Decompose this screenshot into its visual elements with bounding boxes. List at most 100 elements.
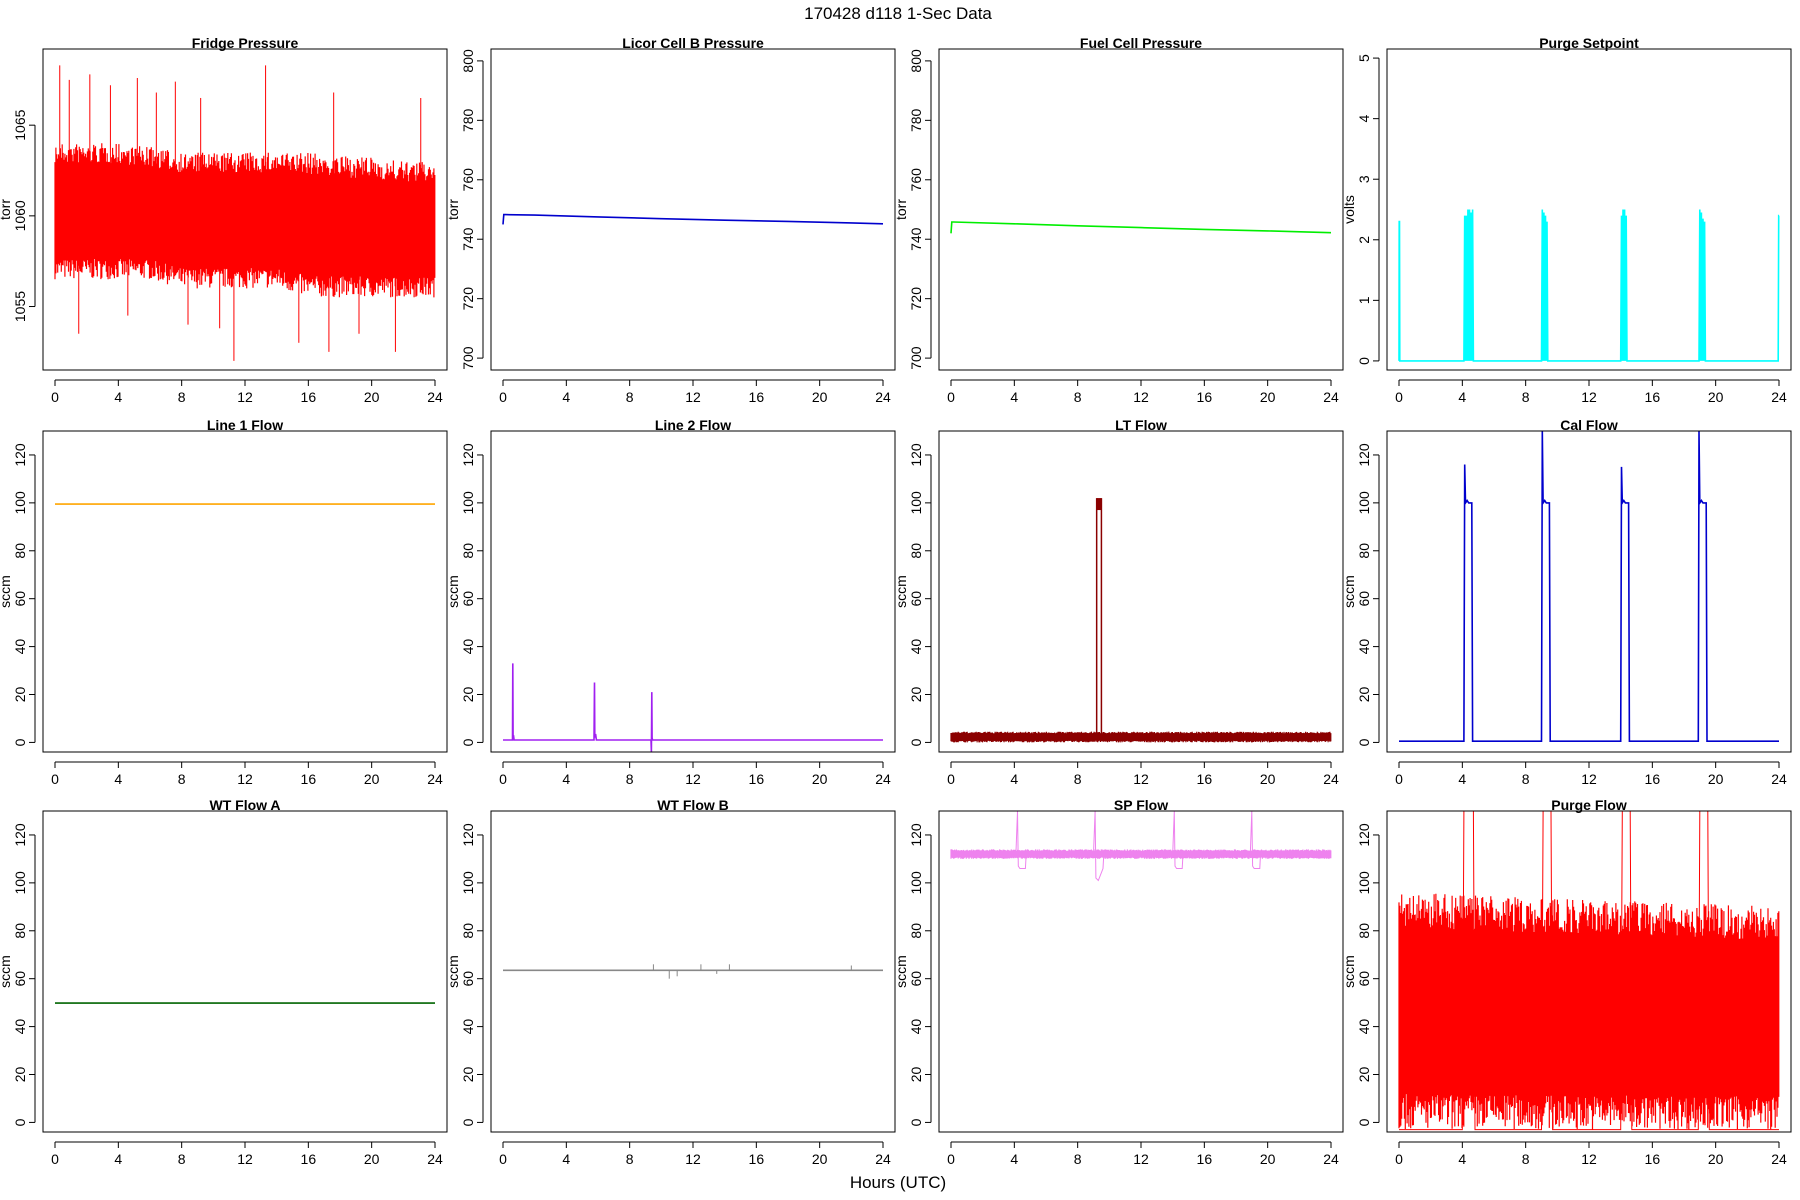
y-axis-label: sccm bbox=[893, 955, 909, 988]
panel-frame bbox=[938, 810, 1344, 1133]
panel-title: Cal Flow bbox=[1560, 417, 1618, 433]
series-line bbox=[950, 221, 1332, 234]
plot-area bbox=[1398, 209, 1780, 362]
y-tick-label: 100 bbox=[460, 491, 476, 515]
y-tick-label: 0 bbox=[460, 738, 476, 746]
y-tick-label: 2 bbox=[1356, 236, 1372, 244]
y-axis-label: sccm bbox=[0, 955, 13, 988]
y-tick-label: 0 bbox=[12, 1118, 28, 1126]
x-tick-label: 0 bbox=[947, 389, 955, 405]
x-tick-label: 8 bbox=[626, 389, 634, 405]
panel-frame bbox=[490, 810, 896, 1133]
panel-frame bbox=[1386, 48, 1792, 371]
y-tick-label: 120 bbox=[908, 823, 924, 847]
x-tick-label: 8 bbox=[1522, 771, 1530, 787]
x-tick-label: 4 bbox=[1458, 771, 1466, 787]
x-tick-label: 8 bbox=[178, 1151, 186, 1167]
panel-0: Fridge Pressure 0 4 8 12 16 20 24 1055 1060 1065 to… bbox=[0, 35, 448, 405]
y-tick-label: 80 bbox=[908, 923, 924, 939]
panel-frame bbox=[1386, 810, 1792, 1133]
panel-title: LT Flow bbox=[1115, 417, 1167, 433]
x-tick-label: 24 bbox=[1771, 771, 1787, 787]
y-tick-label: 80 bbox=[908, 543, 924, 559]
y-axis-label: sccm bbox=[893, 575, 909, 608]
x-tick-label: 20 bbox=[364, 1151, 380, 1167]
x-tick-label: 24 bbox=[427, 771, 443, 787]
series-line bbox=[1399, 811, 1779, 1131]
x-tick-label: 12 bbox=[237, 389, 253, 405]
y-axis-label: sccm bbox=[1341, 955, 1357, 988]
x-tick-label: 24 bbox=[1323, 771, 1339, 787]
x-tick-label: 20 bbox=[1260, 771, 1276, 787]
y-tick-label: 0 bbox=[460, 1118, 476, 1126]
x-tick-label: 12 bbox=[685, 1151, 701, 1167]
x-tick-label: 8 bbox=[1074, 389, 1082, 405]
x-tick-label: 20 bbox=[1708, 1151, 1724, 1167]
y-tick-label: 60 bbox=[12, 971, 28, 987]
y-tick-label: 20 bbox=[1356, 1067, 1372, 1083]
series-pulse-cap bbox=[1096, 498, 1102, 511]
y-tick-label: 80 bbox=[12, 543, 28, 559]
panel-frame bbox=[490, 48, 896, 371]
x-tick-label: 16 bbox=[749, 1151, 765, 1167]
panel-title: Line 2 Flow bbox=[655, 417, 731, 433]
x-tick-label: 24 bbox=[1323, 389, 1339, 405]
y-tick-label: 780 bbox=[460, 108, 476, 132]
x-tick-label: 4 bbox=[562, 1151, 570, 1167]
y-tick-label: 800 bbox=[460, 49, 476, 73]
y-tick-label: 60 bbox=[460, 591, 476, 607]
y-tick-label: 1 bbox=[1356, 296, 1372, 304]
x-tick-label: 4 bbox=[114, 389, 122, 405]
y-tick-label: 120 bbox=[460, 443, 476, 467]
y-axis-label: sccm bbox=[0, 575, 13, 608]
y-tick-label: 100 bbox=[12, 871, 28, 895]
y-tick-label: 100 bbox=[908, 491, 924, 515]
y-tick-label: 40 bbox=[908, 1019, 924, 1035]
y-tick-label: 5 bbox=[1356, 54, 1372, 62]
x-tick-label: 0 bbox=[947, 771, 955, 787]
plot-area bbox=[503, 663, 883, 752]
figure-title: 170428 d118 1-Sec Data bbox=[804, 4, 992, 23]
x-tick-label: 16 bbox=[1197, 1151, 1213, 1167]
panel-8: WT Flow A 0 4 8 12 16 20 24 0 20 40 60 80 100 120 sccm bbox=[0, 797, 448, 1167]
panel-frame bbox=[490, 430, 896, 753]
panel-title: Purge Flow bbox=[1551, 797, 1627, 813]
x-tick-label: 4 bbox=[1010, 389, 1018, 405]
y-tick-label: 60 bbox=[908, 591, 924, 607]
y-tick-label: 800 bbox=[908, 49, 924, 73]
y-tick-label: 40 bbox=[908, 639, 924, 655]
y-tick-label: 80 bbox=[1356, 543, 1372, 559]
panel-10: SP Flow 0 4 8 12 16 20 24 0 20 40 60 80 100 120 sccm bbox=[893, 797, 1344, 1167]
x-tick-label: 4 bbox=[562, 771, 570, 787]
x-tick-label: 12 bbox=[1581, 771, 1597, 787]
y-tick-label: 80 bbox=[460, 923, 476, 939]
panel-frame bbox=[1386, 430, 1792, 753]
panel-title: Licor Cell B Pressure bbox=[622, 35, 764, 51]
y-tick-label: 40 bbox=[1356, 639, 1372, 655]
y-tick-label: 120 bbox=[12, 443, 28, 467]
y-tick-label: 100 bbox=[1356, 491, 1372, 515]
x-tick-label: 0 bbox=[1395, 389, 1403, 405]
y-tick-label: 80 bbox=[460, 543, 476, 559]
y-tick-label: 80 bbox=[12, 923, 28, 939]
y-tick-label: 60 bbox=[12, 591, 28, 607]
y-tick-label: 80 bbox=[1356, 923, 1372, 939]
x-tick-label: 16 bbox=[301, 771, 317, 787]
panel-frame bbox=[42, 48, 448, 371]
series-noise-band bbox=[1398, 893, 1780, 1130]
y-axis-label: volts bbox=[1341, 195, 1357, 224]
panel-frame bbox=[938, 430, 1344, 753]
x-tick-label: 8 bbox=[1074, 771, 1082, 787]
y-axis-label: torr bbox=[445, 199, 461, 220]
x-tick-label: 16 bbox=[1197, 771, 1213, 787]
y-axis-label: sccm bbox=[445, 955, 461, 988]
y-tick-label: 20 bbox=[1356, 687, 1372, 703]
x-tick-label: 0 bbox=[499, 1151, 507, 1167]
plot-area bbox=[1398, 811, 1780, 1131]
series-line bbox=[503, 663, 883, 752]
y-tick-label: 700 bbox=[460, 346, 476, 370]
y-tick-label: 120 bbox=[460, 823, 476, 847]
x-tick-label: 24 bbox=[1771, 389, 1787, 405]
y-axis-label: torr bbox=[893, 199, 909, 220]
